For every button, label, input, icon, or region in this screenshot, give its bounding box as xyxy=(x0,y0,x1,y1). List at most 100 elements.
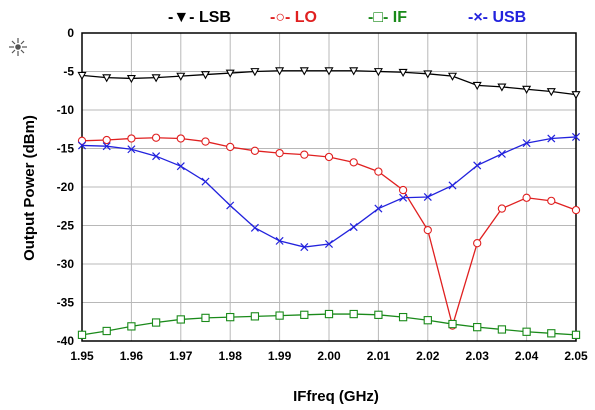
legend-item-lo: -○- LO xyxy=(270,9,317,26)
data-point-if xyxy=(201,313,210,323)
data-point-if xyxy=(275,311,284,320)
data-point-lsb xyxy=(423,70,433,79)
data-point-if xyxy=(497,325,507,334)
data-point-lo xyxy=(423,225,432,235)
data-point-usb xyxy=(497,149,506,158)
data-point-lsb xyxy=(176,72,186,81)
data-point-if xyxy=(448,319,457,329)
data-point-lsb xyxy=(299,67,309,76)
data-point-lo xyxy=(151,133,161,142)
data-point-lo xyxy=(275,148,284,158)
x-tick-label: 1.96 xyxy=(120,349,144,363)
legend-item-usb: -×- USB xyxy=(468,9,526,26)
data-point-lo xyxy=(102,135,111,145)
data-point-lsb xyxy=(373,68,383,77)
data-point-usb xyxy=(473,161,482,170)
data-point-if xyxy=(571,330,581,339)
y-tick-label: -25 xyxy=(57,219,75,233)
data-point-if xyxy=(102,326,111,336)
data-point-lo xyxy=(547,196,556,206)
data-point-lo xyxy=(300,150,309,159)
data-point-lo xyxy=(374,167,383,176)
logo-icon xyxy=(9,38,27,56)
series-usb xyxy=(77,132,581,252)
y-tick-label: -35 xyxy=(57,296,75,310)
x-tick-label: 1.97 xyxy=(169,349,193,363)
x-tick-label: 2.01 xyxy=(367,349,391,363)
data-point-lsb xyxy=(151,74,161,83)
data-point-usb xyxy=(102,142,111,151)
data-point-usb xyxy=(399,193,408,202)
data-point-lsb xyxy=(275,67,285,76)
data-point-lo xyxy=(473,239,482,248)
data-point-lo xyxy=(522,193,531,202)
data-point-if xyxy=(176,315,185,324)
y-tick-label: 0 xyxy=(67,26,74,40)
data-point-lsb xyxy=(102,74,112,83)
data-point-usb xyxy=(571,132,581,141)
data-point-lsb xyxy=(200,71,211,80)
plot-area: 1.95 1.96 1.97 1.98 1.99 2.00 2.01 2.02 2.03 2.04… xyxy=(57,26,588,363)
data-point-if xyxy=(374,310,383,319)
data-point-if xyxy=(423,316,432,325)
x-axis-title: IFfreq (GHz) xyxy=(293,388,379,405)
data-point-if xyxy=(398,312,408,322)
legend-item-lsb: -▼- LSB xyxy=(168,9,231,26)
y-tick-label: -40 xyxy=(57,334,75,348)
data-point-if xyxy=(300,310,309,319)
data-point-usb xyxy=(349,223,358,232)
x-tick-label: 2.04 xyxy=(515,349,539,363)
x-tick-label: 1.99 xyxy=(268,349,292,363)
data-point-usb xyxy=(201,177,210,186)
data-point-if xyxy=(349,309,358,319)
y-tick-label: -30 xyxy=(57,257,75,271)
data-point-lsb xyxy=(250,68,260,77)
data-point-lsb xyxy=(571,91,581,100)
data-point-usb xyxy=(522,139,531,148)
data-point-if xyxy=(77,330,87,339)
x-tick-label: 2.05 xyxy=(564,349,588,363)
data-point-usb xyxy=(226,201,235,210)
data-point-lo xyxy=(398,185,408,195)
data-point-usb xyxy=(374,204,383,213)
data-point-lo xyxy=(176,134,185,143)
data-point-usb xyxy=(77,141,87,150)
data-point-if xyxy=(324,309,334,319)
y-axis-title: Output Power (dBm) xyxy=(21,115,38,261)
x-tick-label: 2.00 xyxy=(317,349,341,363)
y-tick-label: -10 xyxy=(57,103,75,117)
data-point-usb xyxy=(127,145,136,154)
data-point-lo xyxy=(201,137,210,146)
x-tick-label: 2.03 xyxy=(466,349,490,363)
data-point-if xyxy=(151,318,161,327)
data-point-if xyxy=(127,322,136,331)
data-point-lsb xyxy=(126,75,136,84)
data-point-lsb xyxy=(324,67,334,76)
data-point-lo xyxy=(226,142,235,152)
data-point-lsb xyxy=(497,83,507,92)
data-point-lo xyxy=(497,204,507,213)
data-point-lsb xyxy=(472,81,482,91)
data-point-lo xyxy=(571,205,581,215)
data-point-lsb xyxy=(77,71,87,81)
data-point-usb xyxy=(300,243,309,252)
legend-item-if: -□- IF xyxy=(368,9,407,26)
data-point-usb xyxy=(423,192,432,202)
data-point-lsb xyxy=(546,88,556,97)
data-point-lsb xyxy=(349,67,359,76)
data-point-lsb xyxy=(447,72,458,81)
data-point-lo xyxy=(349,158,358,167)
data-point-lo xyxy=(77,136,87,145)
data-point-lsb xyxy=(225,69,235,78)
data-point-lsb xyxy=(398,68,408,78)
y-tick-label: -15 xyxy=(57,142,75,156)
x-tick-label: 1.95 xyxy=(70,349,94,363)
x-tick-label: 2.02 xyxy=(416,349,440,363)
data-point-if xyxy=(547,329,556,338)
series-if xyxy=(77,309,581,339)
data-point-usb xyxy=(176,162,185,171)
data-point-lo xyxy=(324,152,334,162)
y-tick-label: -20 xyxy=(57,180,75,194)
x-tick-label: 1.98 xyxy=(219,349,243,363)
data-point-usb xyxy=(324,239,334,249)
